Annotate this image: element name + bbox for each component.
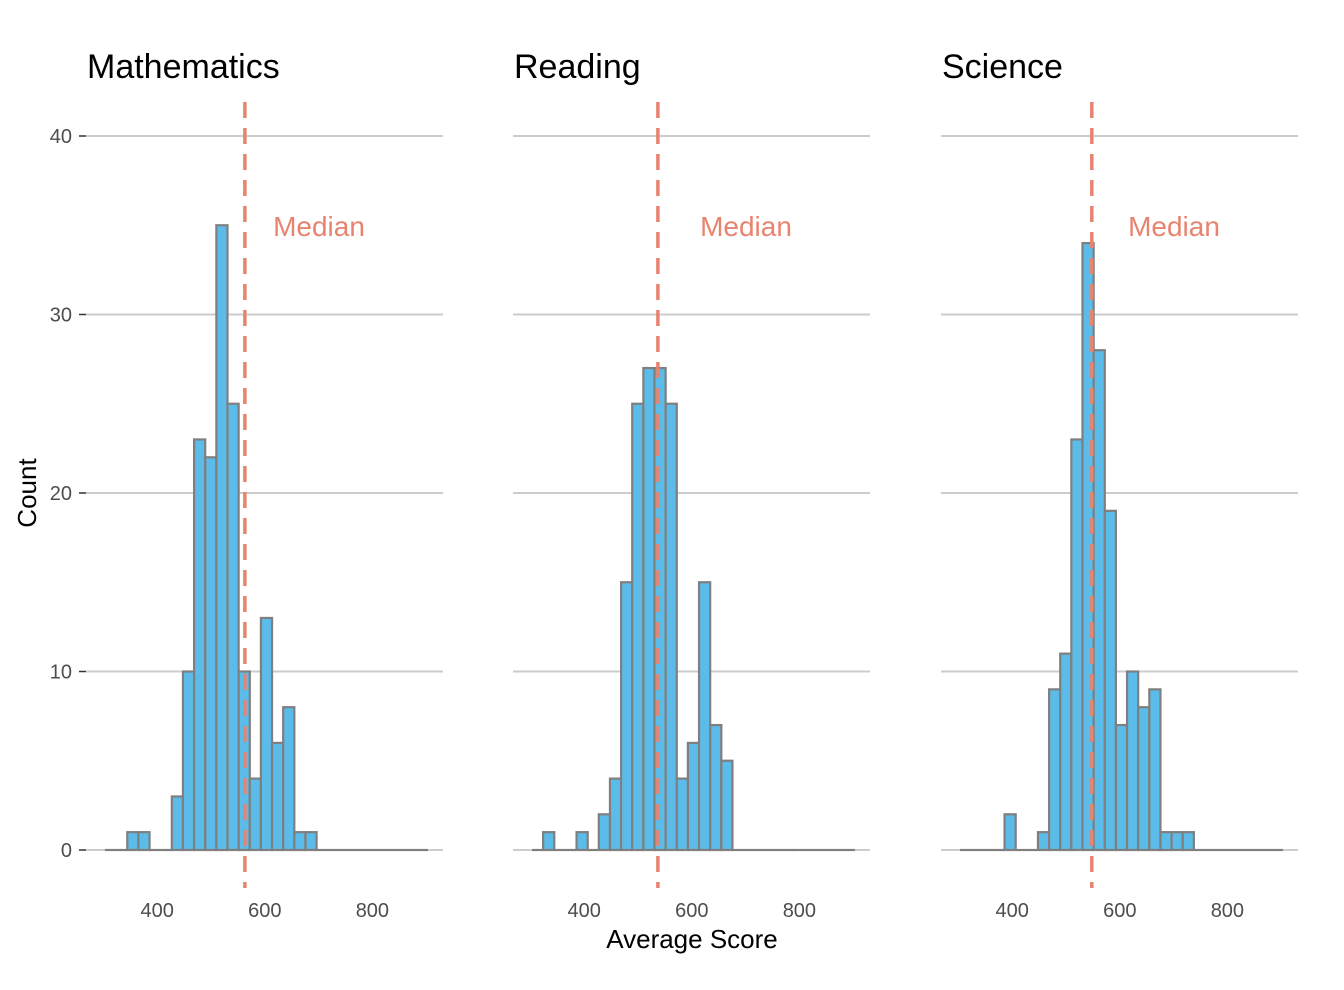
histogram-bar xyxy=(1070,438,1084,852)
histogram-bar xyxy=(664,402,678,852)
histogram-bar xyxy=(1137,706,1151,852)
histogram-bar xyxy=(1047,688,1062,852)
x-tick-label: 600 xyxy=(675,900,708,922)
histogram-bar xyxy=(181,670,196,852)
panel-title: Reading xyxy=(514,48,641,86)
y-tick-label: 10 xyxy=(50,662,72,684)
histogram-bar xyxy=(170,795,185,852)
histogram-bar xyxy=(642,366,656,852)
histogram-bar xyxy=(282,706,296,852)
panel-title: Science xyxy=(942,48,1063,86)
histogram-bar xyxy=(1059,652,1073,852)
x-axis-title: Average Score xyxy=(606,924,778,954)
histogram-bar xyxy=(631,402,645,852)
histogram-bar xyxy=(697,581,712,852)
histogram-bar xyxy=(1092,349,1106,852)
x-tick-label: 800 xyxy=(356,900,389,922)
median-label: Median xyxy=(1128,211,1220,242)
histogram-bar xyxy=(137,831,151,852)
y-tick-label: 30 xyxy=(50,305,72,327)
histogram-bar xyxy=(192,438,207,852)
histogram-bar xyxy=(597,813,612,852)
histogram-bar xyxy=(619,581,634,852)
histogram-bar xyxy=(259,616,274,852)
histogram-bar xyxy=(1148,688,1162,852)
x-tick-label: 800 xyxy=(1211,900,1244,922)
median-label: Median xyxy=(273,211,365,242)
histogram-bar xyxy=(1181,831,1195,852)
histogram-bar xyxy=(709,723,723,852)
y-tick-label: 40 xyxy=(50,126,72,148)
panel-title: Mathematics xyxy=(87,48,280,86)
histogram-bar xyxy=(575,831,589,852)
histogram-bar xyxy=(1036,831,1051,852)
histogram-bar xyxy=(1159,831,1173,852)
histogram-bar xyxy=(270,741,285,852)
histogram-bar xyxy=(686,741,701,852)
histogram-bar xyxy=(1125,670,1140,852)
x-tick-label: 400 xyxy=(567,900,600,922)
histogram-bar xyxy=(1170,831,1184,852)
histogram-bar xyxy=(226,402,240,852)
x-tick-label: 800 xyxy=(783,900,816,922)
histogram-bar xyxy=(293,831,307,852)
histogram-bar xyxy=(204,456,218,852)
y-tick-label: 20 xyxy=(50,483,72,505)
histogram-bar xyxy=(675,777,690,852)
y-tick-label: 0 xyxy=(61,840,72,862)
histogram-bar xyxy=(215,224,229,852)
histogram-bar xyxy=(248,777,263,852)
x-tick-label: 400 xyxy=(995,900,1028,922)
histogram-bar xyxy=(608,777,623,852)
histogram-bar xyxy=(1103,509,1118,852)
x-tick-label: 400 xyxy=(140,900,173,922)
histogram-bar xyxy=(126,831,140,852)
histogram-bar xyxy=(542,831,556,852)
median-label: Median xyxy=(700,211,792,242)
histogram-bar xyxy=(1114,723,1129,852)
y-axis-title: Count xyxy=(12,458,42,528)
histogram-bar xyxy=(304,831,318,852)
x-tick-label: 600 xyxy=(248,900,281,922)
histogram-bar xyxy=(1003,813,1017,852)
histogram-bar xyxy=(720,759,734,852)
x-tick-label: 600 xyxy=(1103,900,1136,922)
